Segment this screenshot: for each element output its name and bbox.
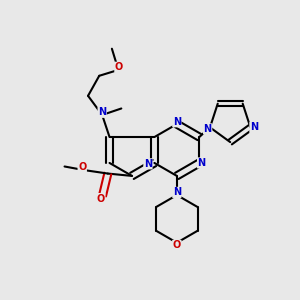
Text: O: O — [173, 240, 181, 250]
Text: N: N — [173, 117, 181, 127]
Text: N: N — [204, 124, 212, 134]
Text: O: O — [78, 162, 86, 172]
Text: O: O — [115, 62, 123, 72]
Text: N: N — [198, 158, 206, 168]
Text: O: O — [97, 194, 105, 204]
Text: N: N — [144, 159, 152, 169]
Text: N: N — [173, 188, 181, 197]
Text: N: N — [98, 107, 106, 117]
Text: N: N — [250, 122, 258, 132]
